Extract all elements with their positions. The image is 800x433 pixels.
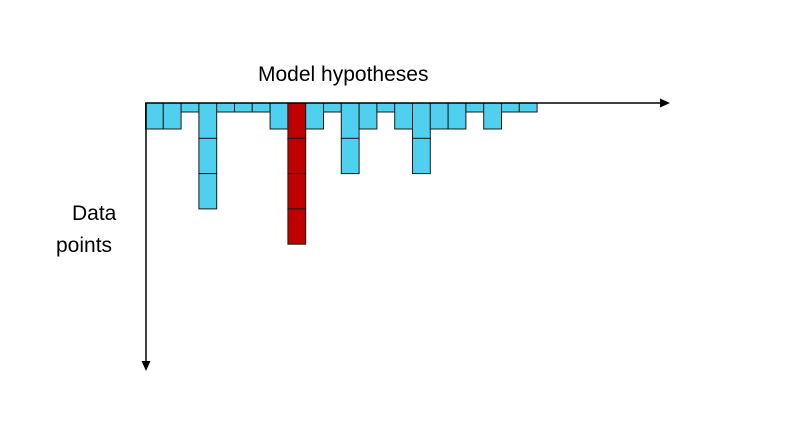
data-block [412,137,431,175]
highlighted-data-block [287,208,307,245]
data-block [412,102,431,140]
highlighted-data-block [287,102,307,140]
y-axis-label-line1: Data [72,202,117,225]
data-block [162,102,182,130]
hypothesis-header-cell [216,102,235,113]
hypothesis-columns [145,102,538,245]
x-axis-arrowhead [660,98,670,108]
data-block [198,173,218,210]
highlighted-data-block [287,137,307,175]
data-block [358,102,378,130]
data-block [483,102,503,130]
y-axis-arrowhead [141,361,151,371]
data-block [145,102,164,130]
data-block [447,102,467,130]
data-block [340,137,360,175]
axes [141,98,670,371]
hypothesis-header-cell [234,102,253,113]
hypothesis-header-cell [251,102,271,113]
data-block [394,102,414,130]
data-block [198,137,218,175]
hypothesis-header-cell [180,102,200,113]
highlighted-data-block [287,173,307,210]
data-block [429,102,449,130]
data-block [340,102,360,140]
data-block [269,102,289,130]
hypothesis-header-cell [323,102,342,113]
hypothesis-header-cell [501,102,520,113]
hypothesis-header-cell [376,102,396,113]
x-axis-label: Model hypotheses [258,63,429,86]
y-axis-label-line2: points [56,234,113,257]
data-block [305,102,325,130]
hypothesis-header-cell [465,102,485,113]
hypothesis-header-cell [518,102,538,113]
data-block [198,102,218,140]
